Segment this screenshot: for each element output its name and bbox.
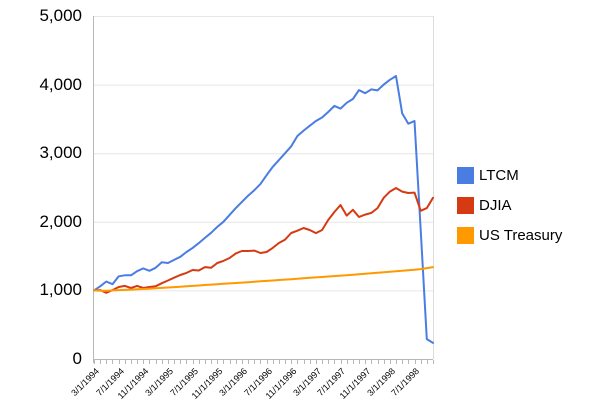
legend-label-djia: DJIA	[479, 196, 512, 214]
series-line-us-treasury	[93, 266, 434, 292]
legend-label-us-treasury: US Treasury	[479, 226, 563, 244]
series-line-ltcm	[93, 75, 434, 344]
legend-item-us-treasury: US Treasury	[457, 220, 562, 250]
legend-item-ltcm: LTCM	[457, 160, 562, 190]
y-tick-label: 1,000	[39, 280, 82, 300]
djia-series-swatch-icon	[457, 196, 474, 214]
series-line-djia	[93, 187, 434, 294]
ltcm-series-swatch-icon	[457, 166, 474, 184]
y-tick-label: 3,000	[39, 143, 82, 163]
legend: LTCM DJIA US Treasury	[457, 160, 562, 250]
y-tick-label: 4,000	[39, 74, 82, 94]
y-tick-label: 5,000	[39, 6, 82, 25]
y-tick-label: 2,000	[39, 211, 82, 231]
legend-item-djia: DJIA	[457, 190, 562, 220]
y-tick-label: 0	[72, 349, 82, 368]
us-treasury-series-swatch-icon	[457, 226, 474, 244]
legend-label-ltcm: LTCM	[479, 166, 519, 184]
